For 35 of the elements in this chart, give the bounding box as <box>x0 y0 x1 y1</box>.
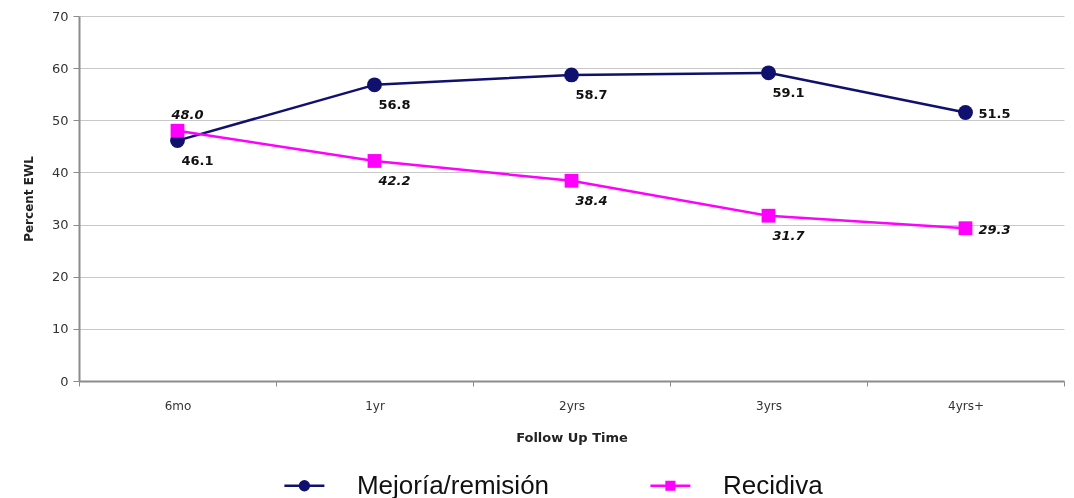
y-axis-title: Percent EWL <box>21 155 36 242</box>
data-label: 59.1 <box>772 84 805 100</box>
point <box>958 105 973 120</box>
data-label: 46.1 <box>181 152 214 168</box>
y-tick-label: 30 <box>51 217 69 233</box>
y-tick-label: 20 <box>51 269 69 285</box>
data-label: 29.3 <box>978 222 1011 238</box>
point <box>367 77 382 93</box>
point <box>564 67 579 83</box>
legend-label: Recidiva <box>722 469 824 498</box>
y-tick-label: 10 <box>51 321 69 337</box>
point <box>958 221 973 236</box>
data-label: 38.4 <box>575 192 608 208</box>
data-label: 56.8 <box>378 96 411 112</box>
data-label: 31.7 <box>772 227 806 243</box>
x-tick-label: 6mo <box>164 398 192 413</box>
y-tick-label: 0 <box>60 373 69 389</box>
x-tick-label: 2yrs <box>559 398 585 413</box>
data-label: 58.7 <box>575 86 608 102</box>
y-tick-label: 60 <box>51 60 69 76</box>
data-label: 51.5 <box>978 106 1011 122</box>
y-tick-label: 40 <box>51 164 69 180</box>
x-axis-title: Follow Up Time <box>516 429 629 445</box>
point <box>761 65 776 81</box>
point <box>564 173 579 188</box>
point <box>367 154 382 168</box>
point <box>761 208 776 223</box>
point <box>170 123 185 138</box>
data-label: 48.0 <box>170 106 204 122</box>
x-tick-label: 4yrs+ <box>948 398 984 413</box>
x-tick-label: 3yrs <box>756 398 782 413</box>
y-tick-label: 70 <box>51 8 69 24</box>
x-tick-label: 1yr <box>365 398 385 413</box>
data-label: 42.2 <box>377 172 411 188</box>
y-tick-label: 50 <box>51 112 69 128</box>
